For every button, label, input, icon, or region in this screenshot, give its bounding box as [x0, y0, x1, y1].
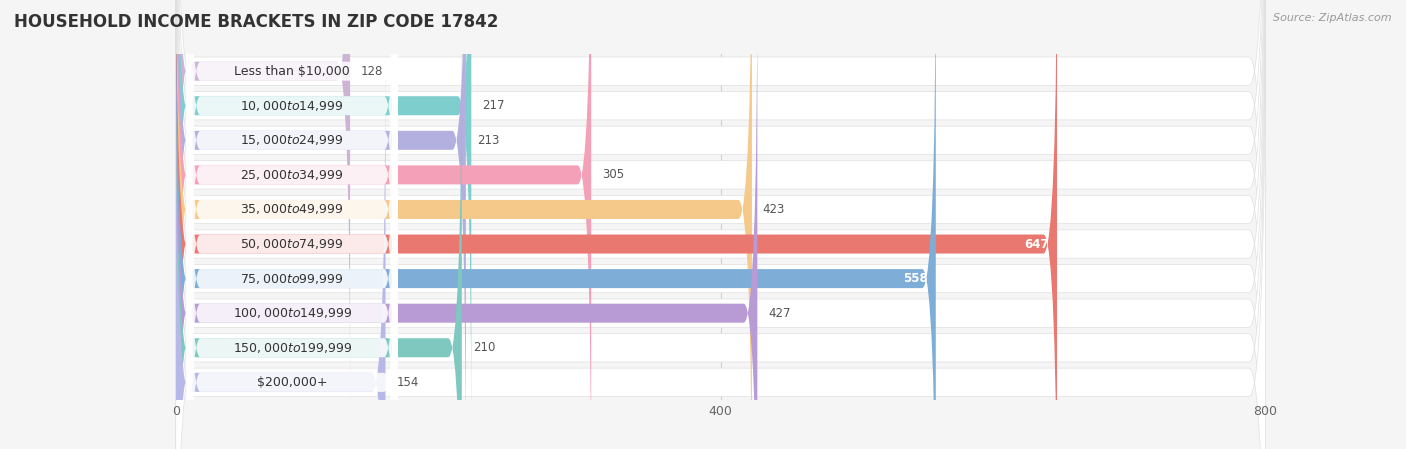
Text: HOUSEHOLD INCOME BRACKETS IN ZIP CODE 17842: HOUSEHOLD INCOME BRACKETS IN ZIP CODE 17…: [14, 13, 499, 31]
Text: $150,000 to $199,999: $150,000 to $199,999: [232, 341, 352, 355]
FancyBboxPatch shape: [176, 0, 758, 449]
FancyBboxPatch shape: [176, 0, 752, 449]
Text: $15,000 to $24,999: $15,000 to $24,999: [240, 133, 344, 147]
Text: 217: 217: [482, 99, 505, 112]
Text: 423: 423: [763, 203, 785, 216]
FancyBboxPatch shape: [176, 0, 350, 407]
FancyBboxPatch shape: [176, 0, 471, 442]
Text: Less than $10,000: Less than $10,000: [235, 65, 350, 78]
FancyBboxPatch shape: [187, 0, 398, 449]
FancyBboxPatch shape: [176, 0, 1265, 449]
Text: 128: 128: [361, 65, 384, 78]
FancyBboxPatch shape: [176, 0, 1265, 449]
FancyBboxPatch shape: [187, 46, 398, 449]
Text: 210: 210: [472, 341, 495, 354]
FancyBboxPatch shape: [176, 0, 1265, 449]
Text: $100,000 to $149,999: $100,000 to $149,999: [232, 306, 352, 320]
FancyBboxPatch shape: [187, 0, 398, 407]
Text: 154: 154: [396, 376, 419, 389]
FancyBboxPatch shape: [176, 0, 1265, 449]
Text: 213: 213: [477, 134, 499, 147]
FancyBboxPatch shape: [176, 0, 936, 449]
Text: $25,000 to $34,999: $25,000 to $34,999: [240, 168, 344, 182]
Text: 427: 427: [768, 307, 790, 320]
Text: $35,000 to $49,999: $35,000 to $49,999: [240, 202, 344, 216]
FancyBboxPatch shape: [176, 0, 1265, 449]
Text: 558: 558: [903, 272, 928, 285]
Text: 647: 647: [1024, 238, 1049, 251]
FancyBboxPatch shape: [176, 0, 1265, 449]
FancyBboxPatch shape: [176, 0, 591, 449]
Text: $50,000 to $74,999: $50,000 to $74,999: [240, 237, 344, 251]
FancyBboxPatch shape: [187, 0, 398, 442]
FancyBboxPatch shape: [187, 12, 398, 449]
FancyBboxPatch shape: [176, 46, 385, 449]
FancyBboxPatch shape: [176, 12, 461, 449]
FancyBboxPatch shape: [176, 0, 1265, 449]
FancyBboxPatch shape: [176, 0, 1265, 449]
Text: $75,000 to $99,999: $75,000 to $99,999: [240, 272, 344, 286]
FancyBboxPatch shape: [176, 0, 1265, 449]
FancyBboxPatch shape: [176, 0, 1057, 449]
FancyBboxPatch shape: [187, 0, 398, 449]
Text: $10,000 to $14,999: $10,000 to $14,999: [240, 99, 344, 113]
FancyBboxPatch shape: [187, 0, 398, 449]
FancyBboxPatch shape: [176, 0, 465, 449]
FancyBboxPatch shape: [187, 0, 398, 449]
Text: Source: ZipAtlas.com: Source: ZipAtlas.com: [1274, 13, 1392, 23]
Text: 305: 305: [602, 168, 624, 181]
Text: $200,000+: $200,000+: [257, 376, 328, 389]
FancyBboxPatch shape: [187, 0, 398, 449]
FancyBboxPatch shape: [187, 0, 398, 449]
FancyBboxPatch shape: [176, 0, 1265, 449]
